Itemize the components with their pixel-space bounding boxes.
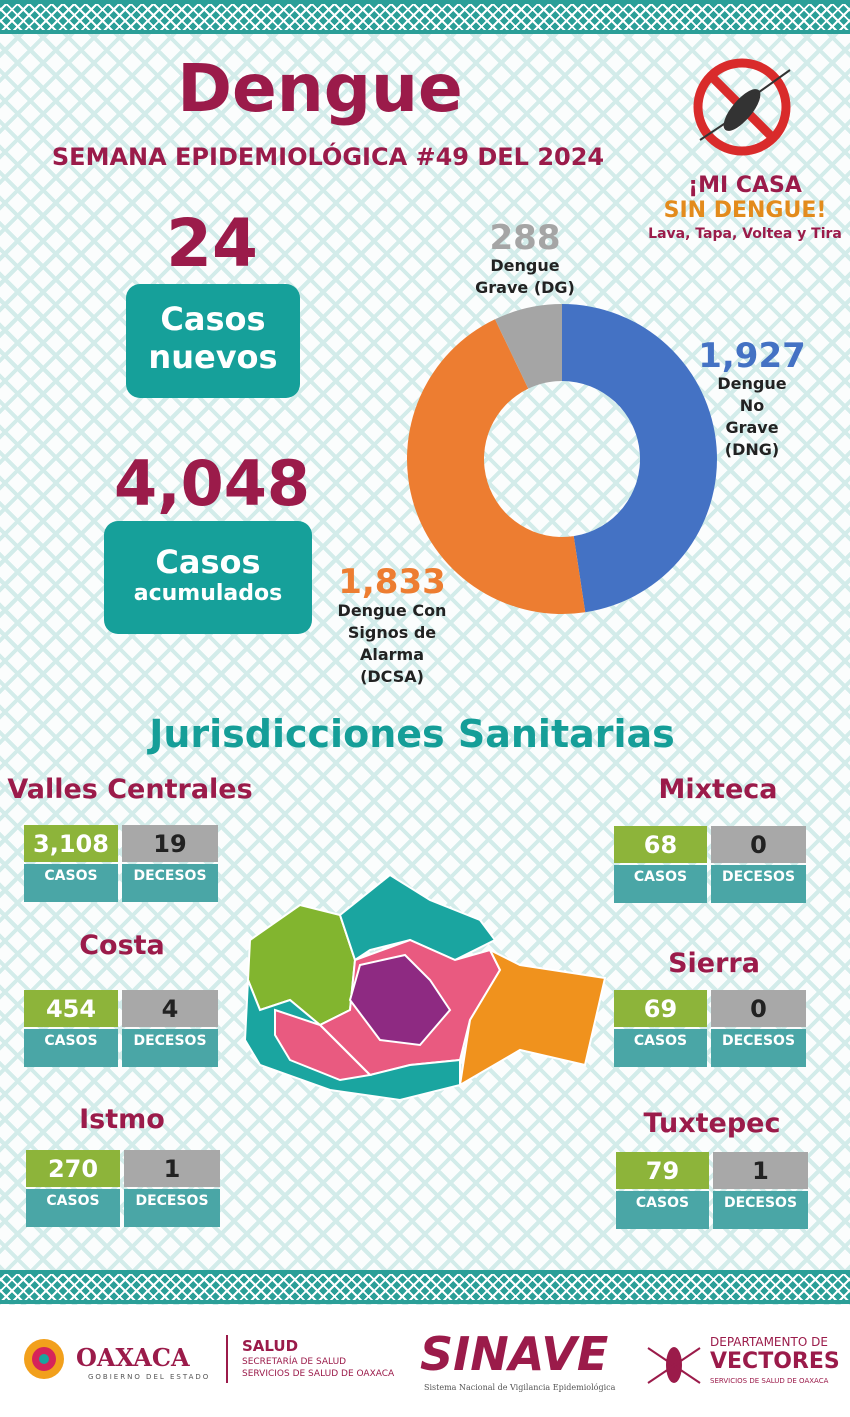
- deaths-value: 4: [122, 990, 218, 1027]
- vectores-sub1: DEPARTAMENTO DE: [710, 1335, 828, 1349]
- sinave-logo: SINAVE: [420, 1327, 609, 1381]
- cases-value: 270: [26, 1150, 120, 1187]
- deaths-label: DECESOS: [122, 1029, 218, 1067]
- jurisdiction-name: Mixteca: [658, 774, 778, 805]
- jurisdiction-name: Tuxtepec: [643, 1108, 781, 1139]
- total-cases-number: 4,048: [113, 447, 311, 520]
- campaign-slogan: Lava, Tapa, Voltea y Tira: [648, 226, 842, 242]
- top-band: [0, 0, 850, 34]
- total-cases-label2: acumulados: [133, 581, 283, 606]
- deaths-label: DECESOS: [711, 1029, 806, 1067]
- value-label: 1,833: [338, 562, 446, 602]
- cases-value: 68: [614, 826, 707, 863]
- cases-label: CASOS: [614, 865, 707, 903]
- jurisdiction-name: Sierra: [668, 948, 760, 979]
- cases-label: CASOS: [26, 1189, 120, 1227]
- deaths-value: 1: [124, 1150, 220, 1187]
- salud-logo: SALUD: [242, 1337, 299, 1355]
- category-label: Dengue Con Signos de Alarma (DCSA): [337, 601, 447, 686]
- deaths-label: DECESOS: [122, 864, 218, 902]
- divider: [226, 1335, 228, 1383]
- jurisdiction-name: Istmo: [79, 1104, 165, 1135]
- new-cases-number: 24: [166, 205, 258, 282]
- jurisdiction-name: Costa: [79, 930, 165, 961]
- value-label: 1,927: [698, 336, 806, 376]
- cases-value: 79: [616, 1152, 709, 1189]
- salud-sub2: SERVICIOS DE SALUD DE OAXACA: [242, 1369, 395, 1379]
- jurisdiction-name: Valles Centrales: [7, 774, 253, 805]
- deaths-label: DECESOS: [711, 865, 806, 903]
- section-title: Jurisdicciones Sanitarias: [149, 712, 675, 756]
- salud-sub1: SECRETARÍA DE SALUD: [242, 1357, 347, 1367]
- deaths-label: DECESOS: [124, 1189, 220, 1227]
- footer: OAXACA GOBIERNO DEL ESTADO SALUD SECRETA…: [0, 1305, 850, 1417]
- deaths-value: 0: [711, 826, 806, 863]
- subtitle: SEMANA EPIDEMIOLÓGICA #49 DEL 2024: [51, 143, 605, 171]
- category-label: Dengue Grave (DG): [475, 256, 575, 297]
- donut-slice: [407, 319, 586, 614]
- campaign-line1: ¡MI CASA: [688, 173, 802, 198]
- oaxaca-sub: GOBIERNO DEL ESTADO: [88, 1373, 211, 1381]
- campaign-line2: SIN DENGUE!: [663, 198, 827, 223]
- cases-value: 454: [24, 990, 118, 1027]
- donut-slice: [494, 304, 562, 389]
- category-label: Dengue No Grave (DNG): [717, 374, 787, 459]
- donut-chart: [407, 304, 718, 614]
- deaths-label: DECESOS: [713, 1191, 808, 1229]
- cases-label: CASOS: [616, 1191, 709, 1229]
- sinave-sub: Sistema Nacional de Vigilancia Epidemiol…: [424, 1383, 616, 1392]
- donut-slice: [562, 304, 718, 613]
- bottom-band: [0, 1270, 850, 1304]
- cases-label: CASOS: [24, 1029, 118, 1067]
- deaths-value: 1: [713, 1152, 808, 1189]
- new-cases-label2: nuevos: [148, 338, 278, 376]
- mosquito-icon: [693, 58, 791, 156]
- new-cases-label1: Casos: [160, 300, 266, 338]
- cases-label: CASOS: [614, 1029, 707, 1067]
- cases-label: CASOS: [24, 864, 118, 902]
- oaxaca-emblem: [24, 1339, 64, 1379]
- total-cases-label1: Casos: [155, 543, 261, 581]
- vectores-sub2: SERVICIOS DE SALUD DE OAXACA: [710, 1377, 829, 1385]
- value-label: 288: [489, 218, 561, 258]
- deaths-value: 19: [122, 825, 218, 862]
- cases-value: 69: [614, 990, 707, 1027]
- oaxaca-logo: OAXACA: [76, 1343, 190, 1372]
- deaths-value: 0: [711, 990, 806, 1027]
- total-cases-box: Casos acumulados: [104, 521, 312, 634]
- cases-value: 3,108: [24, 825, 118, 862]
- oaxaca-map: [243, 873, 607, 1100]
- vectores-logo: VECTORES: [710, 1349, 840, 1374]
- vector-icon: [647, 1347, 701, 1384]
- title: Dengue: [177, 50, 463, 127]
- new-cases-box: Casos nuevos: [126, 284, 300, 398]
